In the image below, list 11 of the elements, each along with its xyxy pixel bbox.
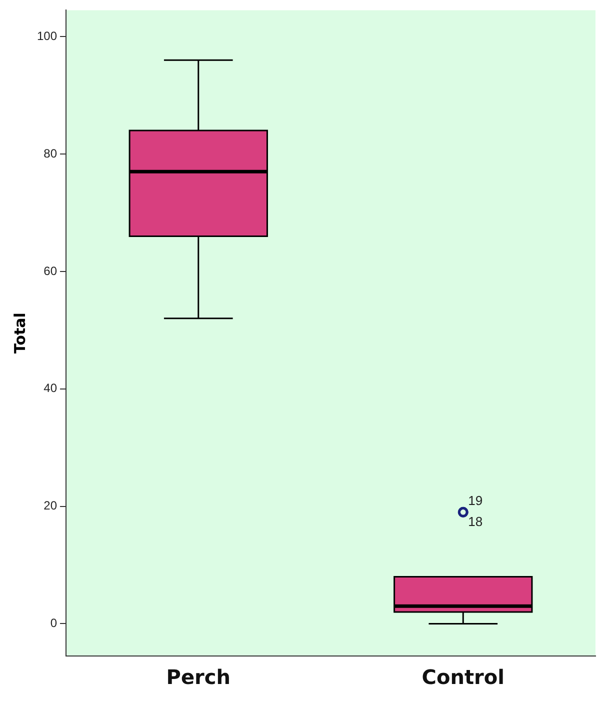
x-tick-label: Control [422,665,504,690]
y-tick-label: 40 [44,381,58,396]
annotation: 19 [468,493,483,508]
y-tick-label: 80 [44,146,58,160]
y-tick-label: 60 [44,264,58,278]
y-tick-label: 20 [44,498,58,513]
y-tick-label: 0 [50,616,58,630]
x-tick-label: Perch [166,665,230,690]
y-tick-label: 100 [36,28,58,43]
annotation: 18 [468,514,483,530]
y-axis-title: Total [10,312,29,354]
